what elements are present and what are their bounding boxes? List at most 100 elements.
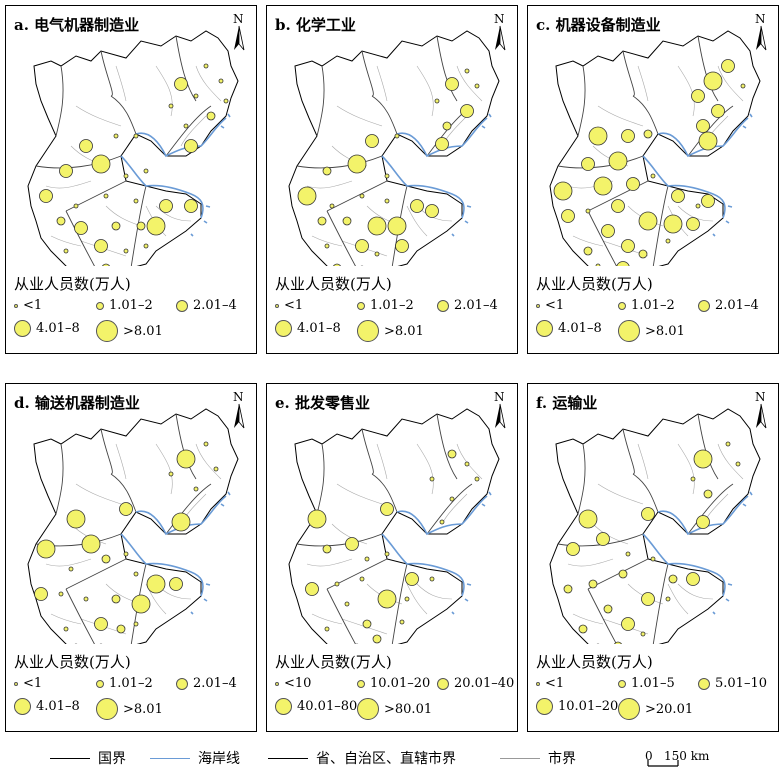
province-boundary xyxy=(326,558,388,590)
employment-circle xyxy=(79,139,93,153)
panel-title: c. 机器设备制造业 xyxy=(536,16,661,34)
legend-label: >8.01 xyxy=(123,701,163,717)
region-map xyxy=(288,408,500,644)
employment-circle xyxy=(74,221,88,235)
legend-circle xyxy=(96,301,104,310)
svg-text:N: N xyxy=(494,12,505,26)
employment-circle xyxy=(614,641,622,644)
legend-label: 4.01–8 xyxy=(36,699,80,714)
city-boundary xyxy=(637,443,649,480)
city-boundary xyxy=(637,65,649,102)
employment-circle xyxy=(206,111,216,121)
city-boundary xyxy=(45,558,92,567)
legend-class-3: 2.01–4 xyxy=(176,676,237,691)
employment-circle xyxy=(641,507,655,521)
employment-circle xyxy=(184,199,198,213)
employment-circle xyxy=(342,216,352,226)
employment-circle xyxy=(317,216,327,226)
legend-label: >20.01 xyxy=(645,701,694,717)
employment-circle xyxy=(123,551,129,557)
employment-circle xyxy=(365,134,379,148)
employment-circle xyxy=(696,515,710,529)
legend-class-2: 1.01–2 xyxy=(96,676,153,691)
employment-circle xyxy=(703,489,713,499)
legend-circle xyxy=(536,320,553,337)
employment-circle xyxy=(561,209,575,223)
region-map xyxy=(288,30,500,266)
employment-circle xyxy=(359,193,365,199)
employment-circle xyxy=(203,441,209,447)
province-boundary xyxy=(436,35,458,102)
city-boundary xyxy=(376,443,388,480)
region-map xyxy=(27,30,239,266)
city-boundary xyxy=(115,65,127,102)
legend-class-1: <1 xyxy=(14,676,42,691)
legend-label: <1 xyxy=(284,298,304,313)
employment-circle xyxy=(203,63,209,69)
legend-class-2: 1.01–5 xyxy=(618,676,675,691)
employment-circle xyxy=(596,532,610,546)
employment-circle xyxy=(184,139,198,153)
employment-circle xyxy=(333,263,341,266)
employment-circle xyxy=(626,177,640,191)
province-boundary xyxy=(587,210,617,266)
legend-class-3: 5.01–10 xyxy=(698,676,767,691)
employment-circle xyxy=(143,168,149,174)
employment-circle xyxy=(59,164,73,178)
employment-circle xyxy=(701,194,715,208)
province-boundary xyxy=(587,180,649,212)
city-boundary xyxy=(677,65,695,117)
employment-circle xyxy=(329,203,335,209)
coastline xyxy=(712,491,753,615)
city-boundary xyxy=(115,443,127,480)
legend-label: 4.01–8 xyxy=(558,321,602,336)
city-boundary xyxy=(331,523,368,545)
legend-circle xyxy=(96,698,118,720)
employment-circle xyxy=(359,576,365,582)
province-boundary xyxy=(577,443,586,515)
employment-circle xyxy=(721,59,735,73)
employment-circle xyxy=(380,502,394,516)
legend-province-boundary: 省、自治区、直辖市界 xyxy=(268,748,456,768)
employment-circle xyxy=(136,221,146,231)
legend-circle xyxy=(357,320,379,342)
legend-class-3: 2.01–4 xyxy=(176,298,237,313)
legend-label: 2.01–4 xyxy=(715,298,759,313)
employment-circle xyxy=(94,617,108,631)
scale-zero: 0 xyxy=(645,749,653,763)
panel-title: d. 输送机器制造业 xyxy=(14,394,140,412)
employment-circle xyxy=(563,584,573,594)
employment-circle xyxy=(168,471,174,477)
province-boundary xyxy=(371,473,398,513)
province-boundary xyxy=(426,483,473,535)
employment-circle xyxy=(297,186,317,206)
employment-circle xyxy=(334,581,340,587)
employment-circle xyxy=(663,214,683,234)
legend-coastline: 海岸线 xyxy=(150,748,240,768)
employment-circle xyxy=(146,574,166,594)
legend-circle xyxy=(14,681,18,686)
employment-circle xyxy=(174,77,188,91)
coastline xyxy=(381,155,465,219)
legend-class-5: >20.01 xyxy=(618,698,693,720)
province-boundary xyxy=(296,155,383,169)
employment-circle xyxy=(425,204,439,218)
legend-label: 2.01–4 xyxy=(193,298,237,313)
legend-class-5: >80.01 xyxy=(357,698,432,720)
employment-circle xyxy=(123,248,129,254)
city-boundary xyxy=(406,205,428,237)
legend-class-4: 4.01–8 xyxy=(536,320,602,337)
employment-circle xyxy=(690,476,696,482)
city-boundary xyxy=(667,583,689,615)
coastline xyxy=(120,155,204,219)
employment-circle xyxy=(460,104,474,118)
legend-circle xyxy=(618,320,640,342)
employment-circle xyxy=(171,512,191,532)
legend-class-1: <10 xyxy=(275,676,311,691)
city-boundary xyxy=(45,180,92,189)
line-swatch xyxy=(150,757,190,759)
legend-label: >8.01 xyxy=(123,323,163,339)
legend-class-4: 40.01–80 xyxy=(275,698,357,715)
city-boundary xyxy=(416,65,434,117)
legend-circle xyxy=(96,320,118,342)
